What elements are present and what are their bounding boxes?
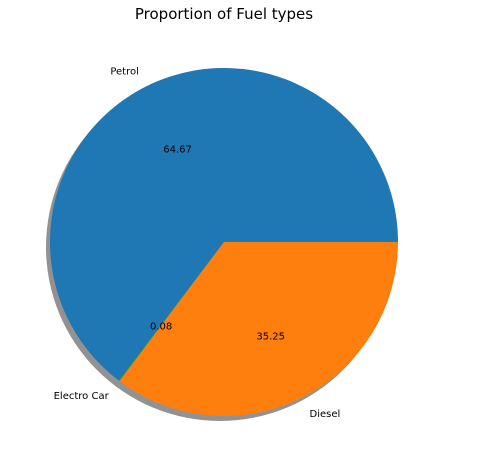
pie-labels: Petrol 64.67 Electro Car 0.08 Diesel 35.25	[54, 67, 341, 421]
pie-slice-diesel	[119, 242, 398, 417]
pie-slice-petrol	[50, 68, 399, 381]
pie-slices	[50, 68, 399, 417]
pie-slice-electro-car	[118, 242, 224, 382]
slice-label-diesel: Diesel	[310, 409, 341, 420]
slice-value-diesel: 35.25	[256, 331, 285, 342]
chart-title: Proportion of Fuel types	[135, 5, 313, 23]
slice-value-electro-car: 0.08	[150, 321, 172, 332]
slice-label-petrol: Petrol	[110, 67, 139, 78]
slice-label-electro-car: Electro Car	[54, 391, 110, 402]
slice-value-petrol: 64.67	[163, 144, 192, 155]
